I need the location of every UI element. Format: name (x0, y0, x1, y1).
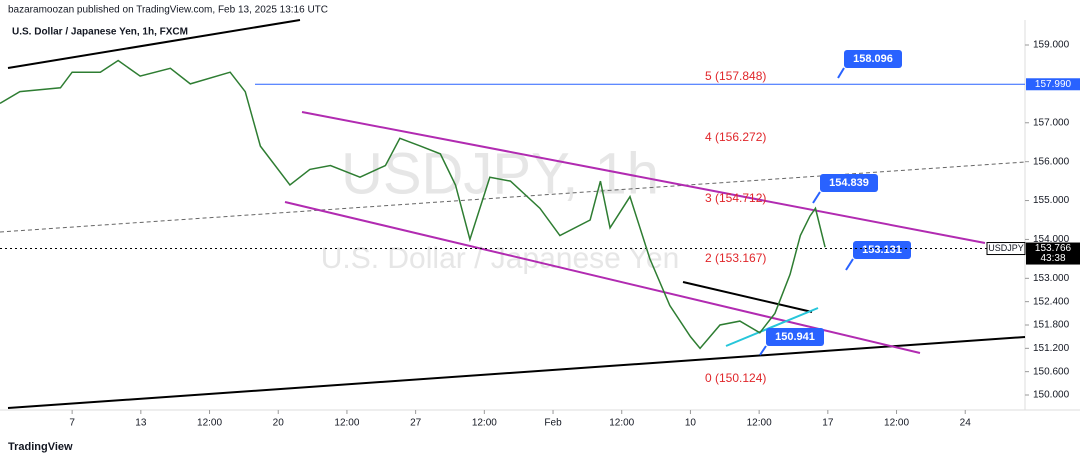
y-tick-label: 156.000 (1033, 156, 1070, 167)
countdown: 43:38 (1040, 253, 1065, 264)
fib-label: 0 (150.124) (705, 371, 766, 385)
price-line-series (0, 59, 826, 350)
chart-title: U.S. Dollar / Japanese Yen, 1h, FXCM (12, 27, 188, 38)
y-tick-label: 152.400 (1033, 296, 1070, 307)
x-tick-label: 12:00 (884, 418, 909, 429)
x-tick-label: 12:00 (747, 418, 772, 429)
callout (820, 174, 878, 192)
y-tick-label: 151.800 (1033, 320, 1070, 331)
fib-label: 3 (154.712) (705, 191, 766, 205)
y-tick-label: 150.000 (1033, 390, 1070, 401)
trend-line (7, 336, 1026, 409)
callout (766, 328, 824, 346)
brand: TradingView (8, 441, 73, 453)
callout (837, 67, 845, 79)
callout-text: 153.131 (862, 244, 902, 256)
trend-line (0, 161, 1026, 233)
callout (853, 241, 911, 259)
symbol-box (986, 242, 1026, 256)
x-tick-label: 27 (410, 418, 422, 429)
y-tick-label: 153.000 (1033, 273, 1070, 284)
callouts: 158.096 154.839 153.131 150.941 (759, 50, 911, 356)
callout-text: 150.941 (775, 331, 815, 343)
price-label: 153.766 (1035, 243, 1072, 254)
x-tick-label: 12:00 (472, 418, 497, 429)
callout (844, 50, 902, 68)
watermark: U.S. Dollar / Japanese Yen (321, 242, 680, 275)
trend-line (725, 307, 819, 347)
trend-line (682, 281, 813, 313)
price-label: 157.990 (1035, 79, 1072, 90)
symbol: USDJPY (988, 243, 1024, 253)
watermark: USDJPY, 1h (341, 141, 659, 206)
fib-label: 5 (157.848) (705, 69, 766, 83)
published: bazaramoozan published on TradingView.co… (8, 5, 328, 16)
fib-label: 2 (153.167) (705, 251, 766, 265)
y-tick-label: 154.000 (1033, 234, 1070, 245)
x-tick-label: 24 (960, 418, 972, 429)
price-label-box (1026, 78, 1080, 91)
x-tick-label: 20 (273, 418, 285, 429)
fib-label: 4 (156.272) (705, 130, 766, 144)
y-tick-label: 155.000 (1033, 195, 1070, 206)
x-tick-label: 10 (685, 418, 697, 429)
callout-text: 154.839 (829, 177, 869, 189)
y-tick-label: 159.000 (1033, 40, 1070, 51)
x-tick-label: 12:00 (197, 418, 222, 429)
channel (301, 111, 986, 244)
price-label-box (1026, 242, 1080, 265)
callout (759, 345, 767, 356)
callout (845, 258, 854, 271)
channel (284, 201, 921, 354)
x-tick-label: 17 (822, 418, 834, 429)
callout (812, 191, 821, 204)
x-tick-label: 7 (69, 418, 75, 429)
y-tick-label: 151.200 (1033, 343, 1070, 354)
trend-line (7, 19, 301, 69)
x-tick-label: 12:00 (334, 418, 359, 429)
callout-text: 158.096 (853, 53, 893, 65)
x-tick-label: 13 (135, 418, 147, 429)
y-tick-label: 157.000 (1033, 117, 1070, 128)
x-tick-label: 12:00 (609, 418, 634, 429)
x-tick-label: Feb (544, 418, 562, 429)
y-tick-label: 150.600 (1033, 366, 1070, 377)
